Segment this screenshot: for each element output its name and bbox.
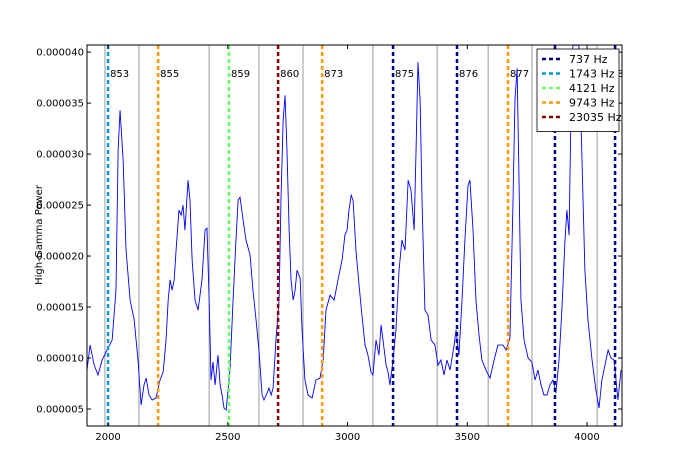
stimulus-label: 859	[231, 69, 250, 80]
x-tick-label: 3500	[455, 432, 480, 443]
x-tick-label: 4000	[574, 432, 599, 443]
stimulus-label: 875	[395, 69, 414, 80]
stimulus-label: 884	[617, 69, 636, 80]
legend-label: 23035 Hz	[569, 111, 622, 124]
y-tick-label: 0.000005	[36, 404, 84, 415]
y-tick-label: 0.000035	[36, 99, 84, 110]
x-tick-label: 2000	[95, 432, 120, 443]
legend-label: 1743 Hz	[569, 68, 615, 81]
plot-frame	[86, 44, 623, 427]
y-tick-label: 0.000030	[36, 150, 84, 161]
legend-label: 737 Hz	[569, 53, 608, 66]
legend-label: 4121 Hz	[569, 82, 615, 95]
y-axis-label: High-Gamma Power	[34, 184, 45, 285]
stimulus-label: 853	[110, 69, 129, 80]
x-tick-label: 2500	[215, 432, 240, 443]
stimulus-label: 855	[160, 69, 179, 80]
stimulus-label: 860	[280, 69, 299, 80]
y-tick-label: 0.000010	[36, 353, 84, 364]
y-tick-label: 0.000020	[36, 252, 84, 263]
legend-label: 9743 Hz	[569, 97, 615, 110]
stimulus-label: 877	[510, 69, 529, 80]
stimulus-label: 876	[459, 69, 478, 80]
y-tick-label: 0.000040	[36, 48, 84, 59]
y-tick-label: 0.000025	[36, 201, 84, 212]
signal-line	[87, 45, 622, 411]
stimulus-label: 873	[324, 69, 343, 80]
y-tick-label: 0.000015	[36, 303, 84, 314]
x-tick-label: 3000	[335, 432, 360, 443]
